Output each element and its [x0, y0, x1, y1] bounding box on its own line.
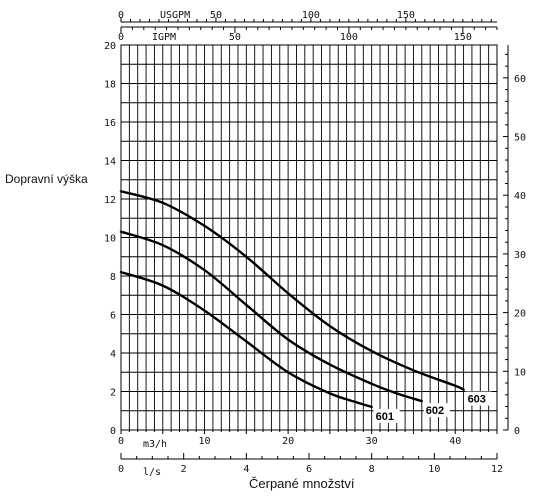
y-tick-label: 18	[104, 80, 116, 91]
ls-tick-label: 4	[243, 464, 249, 475]
m3h-unit-label: m3/h	[143, 439, 167, 450]
y-tick-label: 14	[104, 157, 116, 168]
pump-curves	[119, 190, 465, 409]
y-tick-label: 12	[104, 195, 116, 206]
pump-curve-601	[119, 270, 373, 409]
igpm-tick-label: 50	[229, 32, 241, 43]
m3h-tick-label: 10	[199, 436, 211, 447]
y-tick-label: 8	[110, 272, 116, 283]
curve-label-602: 602	[426, 405, 444, 417]
y-axis-label: Dopravní výška	[5, 172, 88, 186]
curve-label-bg-602	[423, 403, 450, 418]
right-tick-label: 60	[514, 74, 526, 85]
x-axis-label: Čerpané množství	[249, 476, 355, 491]
igpm-tick-label: 150	[454, 32, 472, 43]
usgpm-unit-label: USGPM	[160, 10, 190, 21]
igpm-unit-label: IGPM	[152, 32, 176, 43]
ls-tick-label: 10	[428, 464, 440, 475]
usgpm-tick-label: 150	[397, 10, 415, 21]
igpm-tick-label: 0	[118, 32, 124, 43]
ls-tick-label: 12	[491, 464, 503, 475]
grid	[120, 44, 498, 431]
ls-unit-label: l/s	[143, 467, 161, 478]
curve-label-bg-603	[465, 391, 492, 406]
m3h-tick-label: 20	[282, 436, 294, 447]
right-tick-label: 30	[514, 250, 526, 261]
right-tick-label: 50	[514, 133, 526, 144]
ls-tick-label: 8	[369, 464, 375, 475]
igpm-tick-label: 100	[340, 32, 358, 43]
ls-tick-label: 0	[118, 464, 124, 475]
y-tick-label: 20	[104, 41, 116, 52]
curve-label-603: 603	[468, 394, 486, 406]
m3h-tick-label: 40	[449, 436, 461, 447]
y-tick-label: 6	[110, 311, 116, 322]
usgpm-tick-label: 0	[118, 10, 124, 21]
m3h-tick-label: 0	[118, 436, 124, 447]
plot-frame	[120, 44, 498, 431]
curve-label-bg-601	[373, 408, 400, 423]
y-tick-label: 16	[104, 118, 116, 129]
ls-tick-label: 2	[181, 464, 187, 475]
pump-curve-602	[119, 230, 423, 403]
y-tick-label: 10	[104, 234, 116, 245]
usgpm-tick-label: 100	[302, 10, 320, 21]
usgpm-tick-label: 50	[210, 10, 222, 21]
axes	[120, 17, 509, 460]
y-tick-label: 2	[110, 388, 116, 399]
right-tick-label: 20	[514, 309, 526, 320]
y-tick-label: 4	[110, 349, 116, 360]
right-tick-label: 10	[514, 367, 526, 378]
y-tick-label: 0	[110, 426, 116, 437]
m3h-tick-label: 30	[366, 436, 378, 447]
pump-curve-603	[119, 190, 465, 391]
curve-label-601: 601	[376, 411, 394, 423]
right-tick-label: 40	[514, 191, 526, 202]
ls-tick-label: 6	[306, 464, 312, 475]
right-tick-label: 0	[514, 426, 520, 437]
